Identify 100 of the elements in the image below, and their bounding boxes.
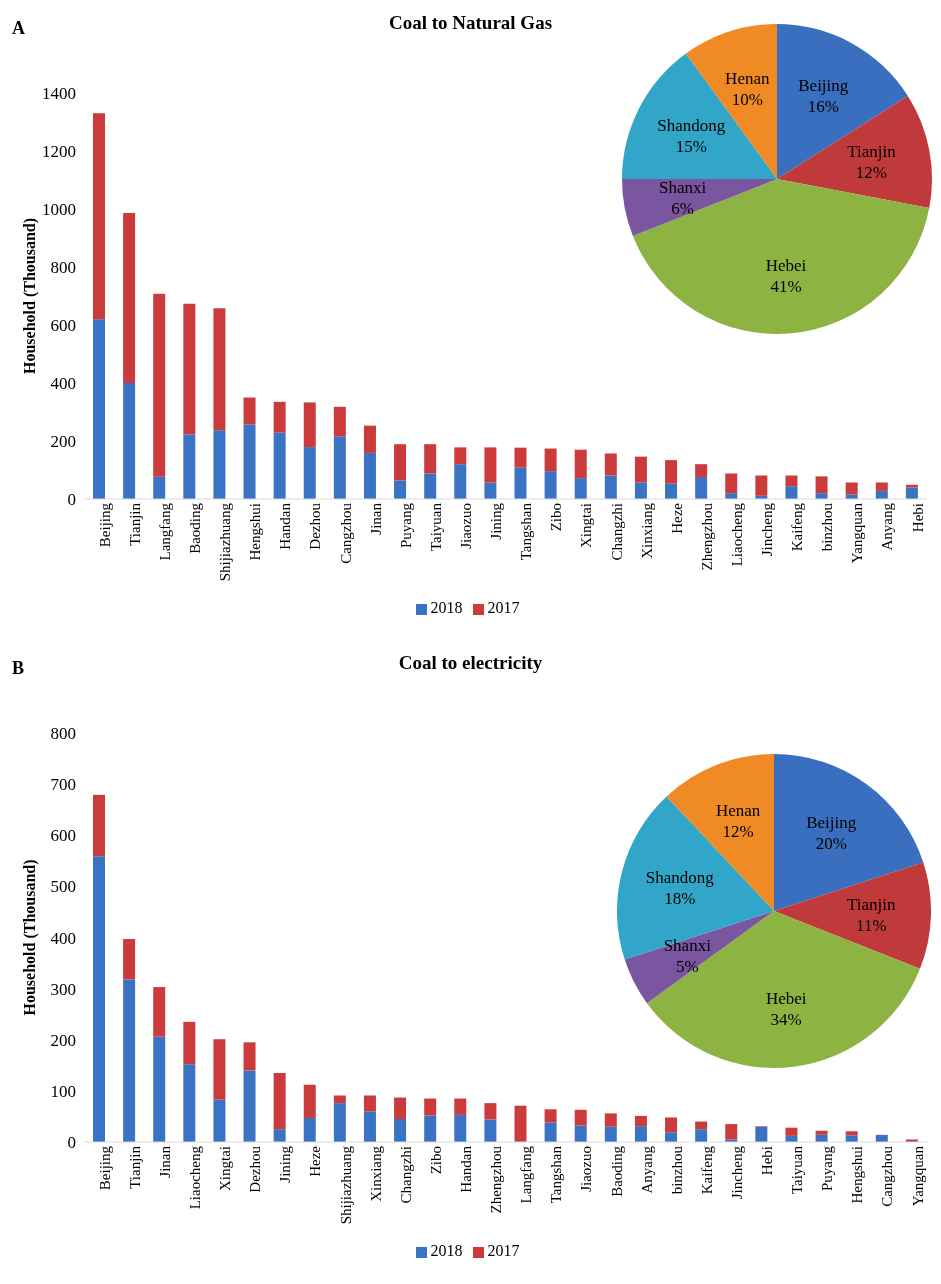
x-tick-label: Jiaozuo [457, 503, 474, 549]
bar [544, 448, 557, 472]
bar [424, 1098, 437, 1116]
bar [634, 1115, 647, 1127]
bar [845, 1135, 858, 1142]
x-tick-label: Anyang [879, 502, 896, 551]
bar [363, 1111, 376, 1142]
x-tick-label: Baoding [608, 1145, 625, 1197]
bar [544, 471, 557, 499]
text: A [12, 18, 25, 39]
x-tick-label: Zibo [427, 1146, 444, 1175]
bar [183, 434, 196, 499]
x-tick-label: binzhou [819, 502, 836, 552]
bar [93, 794, 105, 857]
bar [695, 464, 708, 477]
bar [665, 1132, 678, 1142]
bar [243, 1042, 256, 1071]
y-tick-label: 400 [50, 374, 76, 394]
bar [213, 308, 226, 431]
y-tick-label: 600 [50, 826, 76, 846]
pie-slice [777, 95, 932, 209]
bar [695, 1129, 708, 1142]
bar [243, 1070, 256, 1142]
x-tick-label: Jiaozuo [578, 1146, 595, 1192]
bar [574, 1125, 587, 1142]
bar [333, 1103, 346, 1142]
x-tick-label: Jining [488, 502, 505, 540]
bar [123, 979, 136, 1142]
y-tick-label: 200 [50, 1030, 76, 1050]
data-label: 15% [675, 137, 707, 157]
bar [484, 447, 497, 483]
bar [665, 460, 678, 484]
y-tick-label: 1000 [42, 200, 76, 220]
bar [123, 939, 136, 980]
pie-slice [632, 179, 930, 334]
bar [394, 1097, 407, 1119]
bar [454, 1098, 467, 1115]
y-tick-label: 300 [50, 979, 76, 999]
bar [875, 482, 888, 491]
slice-label: Shanxi [663, 936, 712, 956]
pie-slice [617, 796, 774, 960]
x-tick-label: Xingtai [578, 503, 595, 548]
bar [213, 1099, 226, 1142]
bar [213, 430, 226, 499]
x-tick-label: Xinxiang [638, 502, 655, 559]
data-label: 41% [770, 276, 802, 296]
data-label: 12% [855, 162, 887, 182]
bar [303, 447, 316, 499]
x-tick-label: Puyang [397, 502, 414, 548]
x-tick-label: Baoding [187, 502, 204, 554]
x-tick-label: Handan [457, 1145, 474, 1193]
y-tick-label: 600 [50, 316, 76, 336]
x-tick-label: Liaocheng [728, 502, 745, 567]
bar [273, 1129, 286, 1142]
bar [905, 487, 918, 499]
x-tick-label: Beijing [96, 1145, 113, 1191]
x-tick-label: Hengshui [247, 503, 264, 561]
bar [93, 113, 105, 320]
x-tick-label: binzhou [668, 1145, 685, 1195]
bar [153, 987, 166, 1037]
bar [424, 1115, 437, 1142]
x-tick-label: Yangquan [849, 502, 866, 564]
bar [273, 401, 286, 433]
slice-label: Hebei [765, 988, 807, 1008]
slice-label: Hebei [765, 255, 807, 275]
data-label: 18% [664, 888, 696, 908]
bar [845, 1131, 858, 1136]
data-label: 34% [770, 1009, 802, 1029]
x-tick-label: Heze [668, 502, 685, 534]
bar [484, 482, 497, 499]
data-label: 11% [856, 916, 887, 936]
slice-label: Shandong [645, 867, 715, 887]
x-tick-label: Langfang [156, 502, 173, 561]
pie-slice [777, 24, 908, 179]
x-tick-label: Jinan [367, 502, 384, 535]
bar [514, 447, 527, 468]
bar [153, 1036, 166, 1142]
x-tick-label: Shijiazhuang [217, 502, 234, 582]
x-tick-label: Tangshan [548, 1145, 565, 1204]
bar [93, 856, 105, 1142]
x-tick-label: Jincheng [728, 1145, 745, 1200]
x-tick-label: Jinan [156, 1145, 173, 1178]
bar [514, 1105, 527, 1142]
x-tick-label: Xinxiang [367, 1145, 384, 1202]
bar [303, 1117, 316, 1142]
bar [815, 1130, 828, 1135]
bar [484, 1103, 497, 1120]
x-tick-label: Xingtai [217, 1146, 234, 1191]
bar [273, 1072, 286, 1130]
x-tick-label: Kaifeng [698, 1145, 715, 1195]
text: B [12, 658, 25, 679]
legend-label: 2017 [487, 599, 520, 616]
y-tick-label: 0 [67, 490, 76, 510]
bar [785, 475, 798, 487]
chart-title: Coal to electricity [398, 652, 543, 673]
legend-label: 2018 [430, 1242, 463, 1259]
pie-slice [622, 53, 777, 179]
bar [363, 1095, 376, 1112]
bar [303, 402, 316, 448]
bar [484, 1119, 497, 1142]
